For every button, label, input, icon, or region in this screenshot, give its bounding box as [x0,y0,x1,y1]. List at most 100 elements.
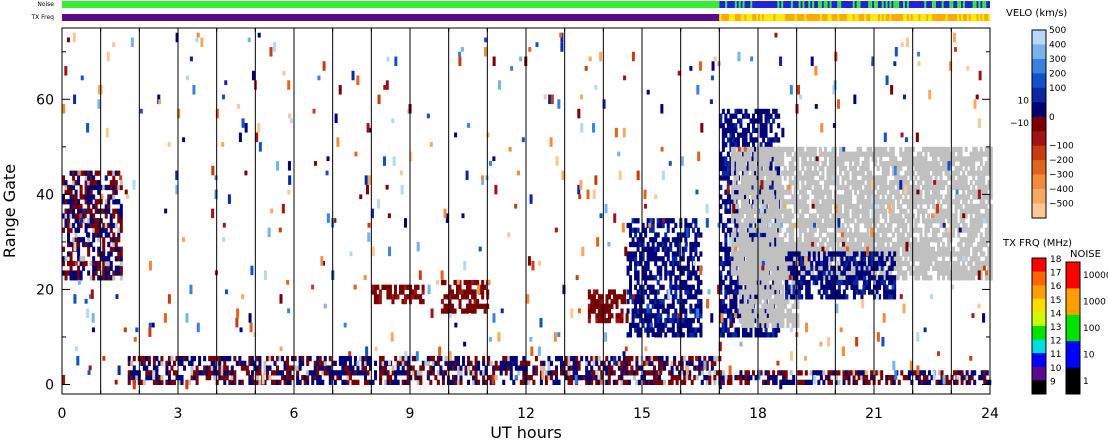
data-cell [721,170,725,176]
data-cell [689,251,693,257]
data-cell [889,151,893,157]
data-cell [916,170,920,176]
data-cell [738,303,742,309]
data-cell [777,322,781,328]
data-cell [656,270,660,276]
data-cell [954,275,958,281]
data-cell [826,151,830,157]
data-cell [730,161,734,167]
data-cell [741,313,745,319]
data-cell [886,165,890,172]
data-cell [391,294,395,300]
data-cell [921,256,925,262]
data-cell [741,251,745,257]
data-cell [783,189,787,195]
data-cell [117,218,121,224]
data-cell [811,213,815,219]
data-cell [641,270,645,276]
data-cell [225,374,229,381]
data-cell [213,355,217,362]
data-cell [751,313,755,319]
data-cell [798,203,802,210]
data-cell [771,199,775,205]
data-cell [906,161,910,167]
data-cell [869,189,873,195]
data-cell [107,256,111,262]
data-cell [620,298,624,305]
data-cell [661,241,665,248]
data-cell [771,189,775,195]
data-cell [729,146,733,153]
data-cell [666,246,670,252]
data-cell [957,180,961,186]
data-cell [743,317,747,324]
data-cell [926,275,930,281]
data-cell [719,332,723,338]
status-bar-speckle [771,14,774,21]
data-cell [699,322,703,328]
data-cell [818,222,822,229]
data-cell [763,222,767,229]
data-cell [502,360,506,366]
data-cell [831,241,835,248]
data-cell [734,123,738,129]
data-cell [681,322,685,328]
data-cell [891,213,895,219]
data-cell [987,265,991,271]
data-cell [919,256,923,262]
data-cell [823,199,827,205]
data-cell [729,180,733,186]
data-cell [957,146,961,153]
data-cell [724,289,728,295]
data-cell [671,218,675,224]
data-cell [773,146,777,153]
data-cell [904,151,908,157]
status-bar-speckle [982,1,985,8]
data-cell [781,156,785,162]
data-cell [644,279,648,286]
data-cell [700,370,704,376]
data-cell [404,379,408,385]
data-cell [696,279,700,286]
data-cell [846,180,850,186]
data-cell [744,127,748,134]
data-cell [575,360,579,366]
data-cell [904,194,908,200]
data-cell [79,237,83,243]
data-cell [884,165,888,172]
data-cell [796,156,800,162]
data-cell [894,256,898,262]
status-bar-speckle [962,1,965,8]
data-cell [602,317,606,324]
data-cell [497,365,501,371]
data-cell [363,365,367,371]
data-cell [622,370,626,376]
data-cell [957,165,961,172]
status-bar-speckle [988,14,991,21]
data-cell [107,270,111,276]
data-cell [972,151,976,157]
data-cell [731,256,735,262]
data-cell [654,298,658,305]
data-cell [602,360,606,366]
data-cell [641,289,645,295]
data-cell [694,246,698,252]
data-cell [326,370,330,376]
data-cell [724,317,728,324]
data-cell [831,199,835,205]
data-cell [729,275,733,281]
data-cell [766,246,770,252]
data-cell [150,374,154,381]
data-cell [669,317,673,324]
data-cell [932,199,936,205]
data-cell [441,379,445,385]
data-cell [119,203,123,210]
data-cell [664,265,668,271]
data-cell [142,379,146,385]
data-cell [656,289,660,295]
data-cell [781,241,785,248]
status-bar-speckle [895,1,898,8]
data-cell [861,208,865,214]
data-cell [74,170,78,176]
data-cell [617,360,621,366]
